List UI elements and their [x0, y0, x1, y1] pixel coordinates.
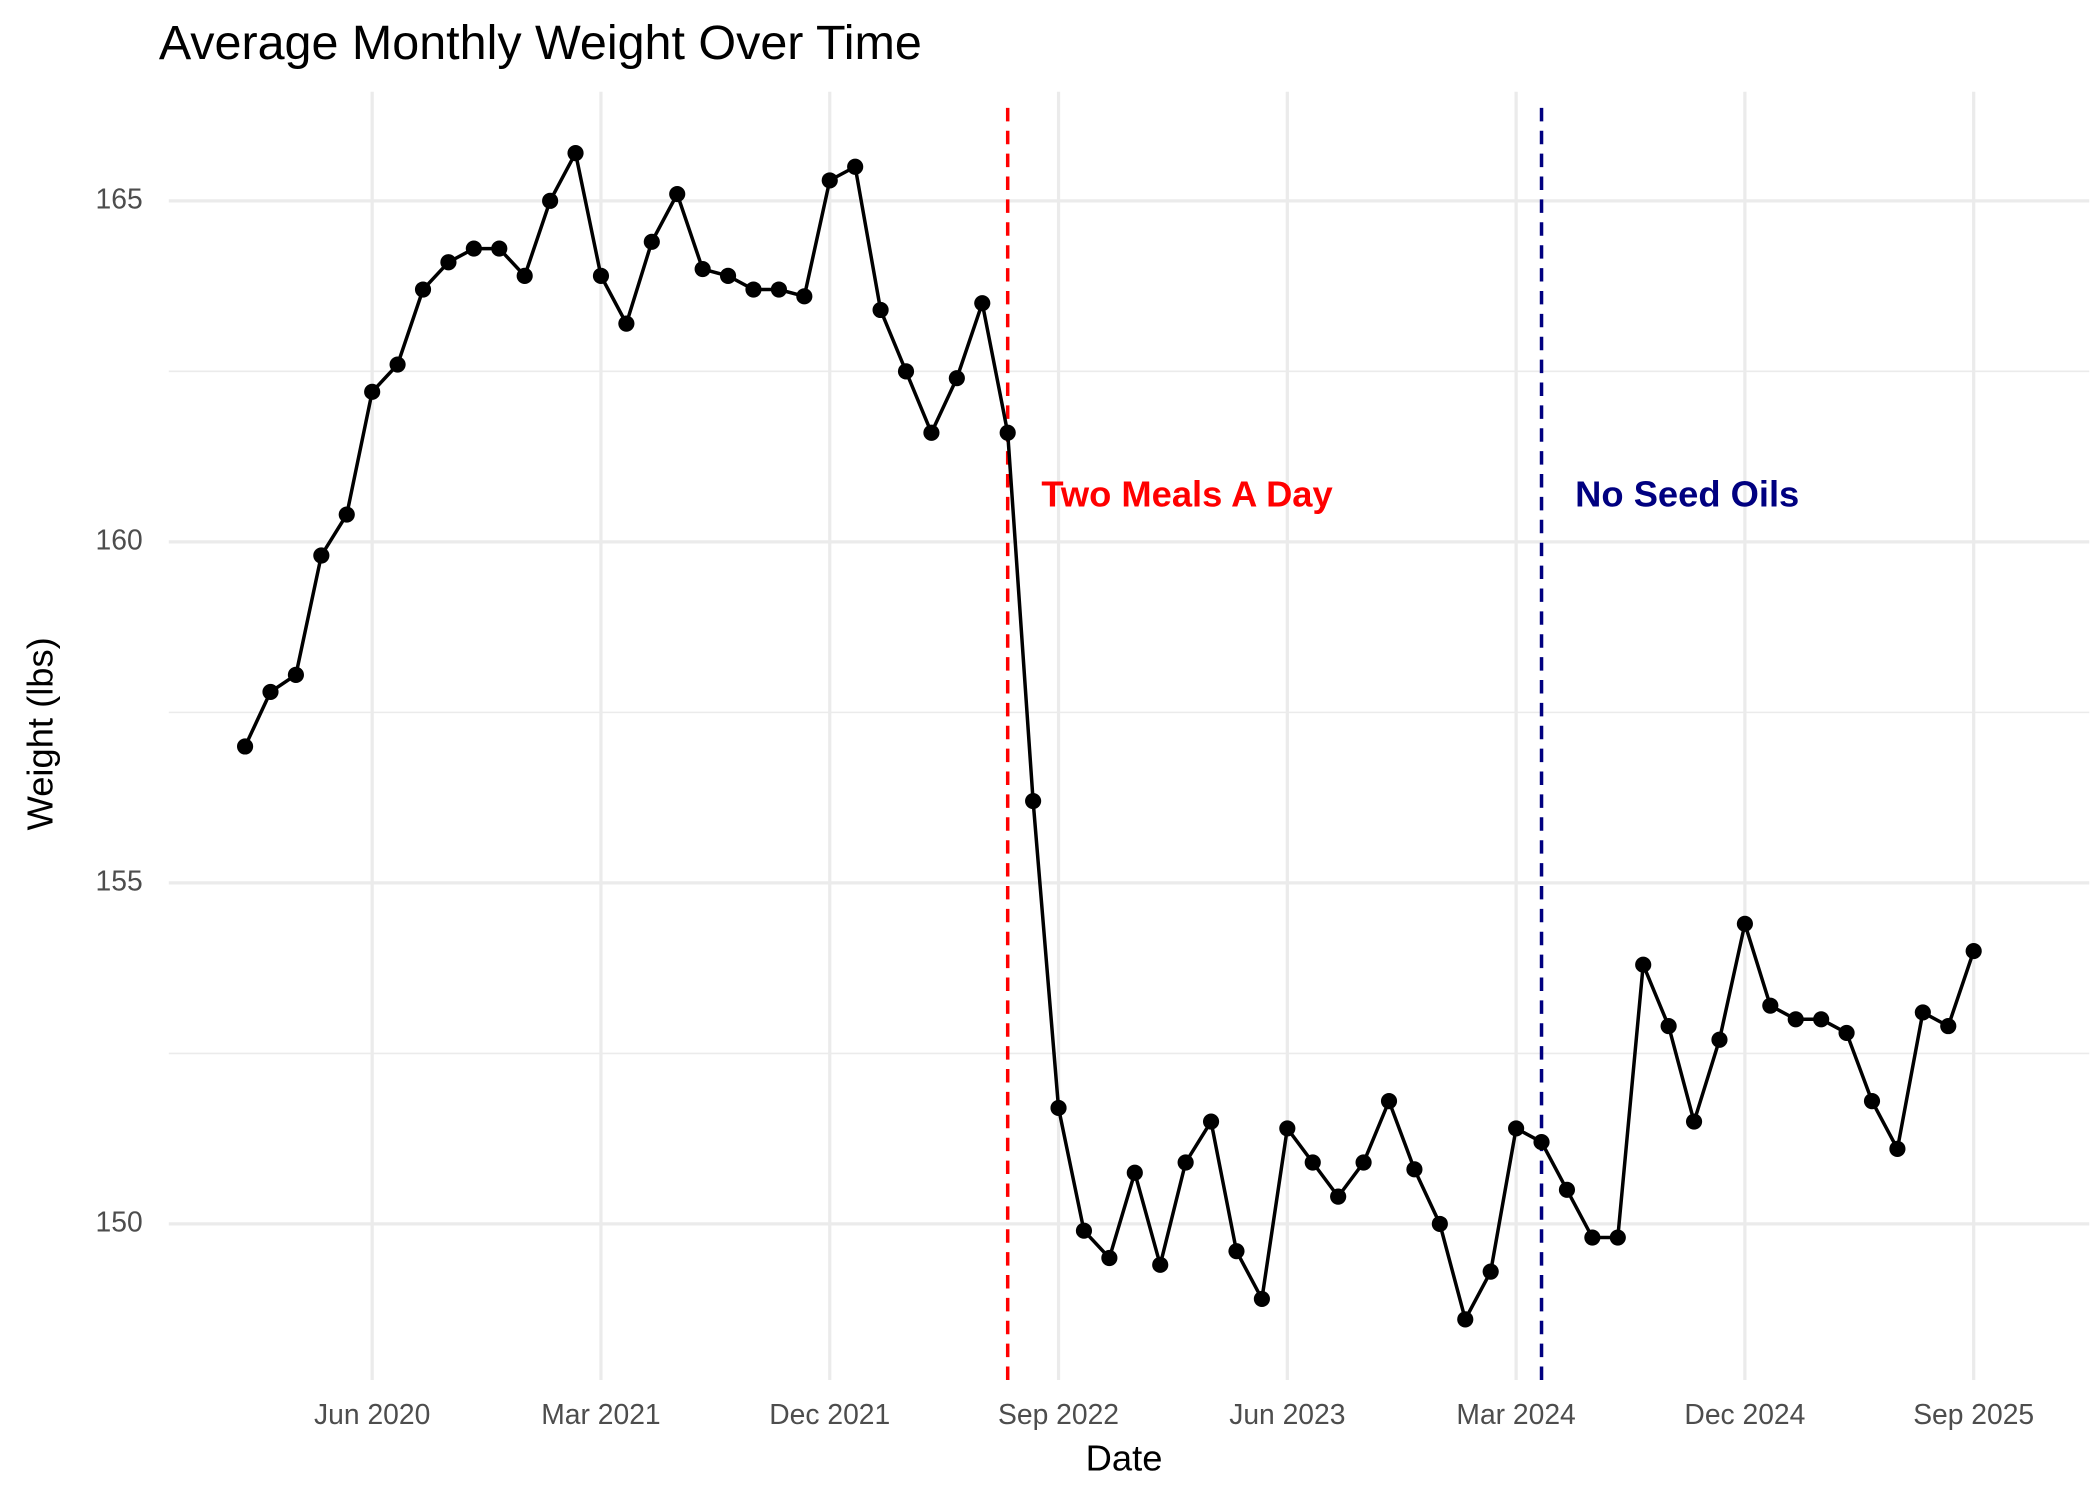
- data-point: [1330, 1188, 1347, 1205]
- data-point: [1355, 1154, 1372, 1171]
- data-point: [1025, 792, 1042, 810]
- data-point: [745, 281, 762, 298]
- data-point: [1101, 1249, 1118, 1267]
- data-point: [1838, 1024, 1855, 1042]
- data-point: [1152, 1256, 1169, 1273]
- data-point: [618, 315, 635, 332]
- data-point: [948, 370, 965, 387]
- y-tick-label: 150: [96, 1205, 143, 1237]
- data-point: [1965, 943, 1982, 960]
- data-point: [1482, 1263, 1499, 1280]
- data-point: [262, 683, 279, 700]
- data-point: [414, 281, 432, 298]
- data-point: [516, 267, 533, 284]
- data-point: [1584, 1229, 1601, 1246]
- data-point: [897, 363, 915, 380]
- data-point: [338, 506, 355, 523]
- x-tick-label: Sep 2025: [1913, 1398, 2034, 1430]
- x-tick-label: Mar 2021: [541, 1398, 660, 1430]
- data-point: [236, 738, 254, 755]
- data-point: [1380, 1093, 1398, 1110]
- data-point: [1508, 1120, 1525, 1137]
- data-point: [1889, 1140, 1906, 1157]
- data-point: [1736, 915, 1753, 932]
- data-point: [872, 301, 889, 319]
- data-point: [1940, 1018, 1957, 1035]
- data-point: [669, 185, 686, 203]
- data-point: [821, 172, 838, 189]
- data-point: [313, 547, 330, 564]
- y-tick-label: 155: [96, 864, 143, 896]
- data-point: [1863, 1093, 1881, 1110]
- x-tick-label: Dec 2021: [769, 1398, 890, 1430]
- data-point: [465, 240, 482, 257]
- data-point: [1457, 1311, 1474, 1328]
- y-axis-title: Weight (lbs): [20, 637, 61, 830]
- chart-title: Average Monthly Weight Over Time: [159, 16, 922, 70]
- data-point: [1660, 1018, 1677, 1035]
- data-point: [719, 267, 737, 284]
- y-tick-label: 165: [96, 182, 143, 214]
- data-point: [1304, 1154, 1321, 1171]
- data-point: [1202, 1113, 1220, 1130]
- data-point: [923, 424, 940, 441]
- data-point: [1279, 1120, 1296, 1137]
- data-point: [1126, 1164, 1143, 1181]
- data-point: [1762, 997, 1779, 1014]
- data-point: [1075, 1222, 1093, 1239]
- data-point: [567, 145, 584, 162]
- data-point: [770, 281, 787, 298]
- data-point: [1431, 1215, 1448, 1232]
- data-point: [592, 267, 610, 284]
- x-axis-title: Date: [1086, 1437, 1163, 1478]
- data-point: [1406, 1161, 1423, 1178]
- data-point: [440, 254, 457, 271]
- data-point: [1635, 956, 1652, 973]
- data-point: [542, 192, 559, 209]
- x-tick-label: Dec 2024: [1684, 1398, 1805, 1430]
- data-point: [364, 383, 381, 400]
- data-point: [1228, 1243, 1245, 1260]
- data-point: [847, 158, 864, 175]
- data-point: [1813, 1011, 1830, 1028]
- y-tick-label: 160: [96, 523, 143, 555]
- data-point: [974, 295, 991, 312]
- data-point: [287, 666, 304, 683]
- data-point: [999, 424, 1016, 441]
- data-point: [1914, 1004, 1931, 1021]
- data-point: [1253, 1290, 1270, 1307]
- data-point: [1787, 1011, 1804, 1028]
- data-point: [643, 233, 660, 250]
- data-point: [1050, 1099, 1067, 1117]
- data-point: [1685, 1113, 1703, 1130]
- event-label: Two Meals A Day: [1041, 474, 1333, 515]
- data-point: [694, 260, 711, 278]
- series-line: [243, 148, 1976, 1325]
- data-point: [491, 240, 508, 257]
- x-tick-label: Jun 2023: [1229, 1398, 1345, 1430]
- data-point: [389, 356, 406, 373]
- x-tick-label: Sep 2022: [998, 1398, 1119, 1430]
- event-label: No Seed Oils: [1575, 474, 1799, 515]
- data-point: [1609, 1229, 1626, 1246]
- data-point: [1711, 1031, 1728, 1048]
- data-point: [796, 288, 813, 305]
- x-tick-label: Mar 2024: [1456, 1398, 1575, 1430]
- data-point: [1558, 1181, 1576, 1198]
- data-point: [1177, 1154, 1194, 1171]
- x-tick-label: Jun 2020: [314, 1398, 430, 1430]
- data-point: [1533, 1133, 1550, 1151]
